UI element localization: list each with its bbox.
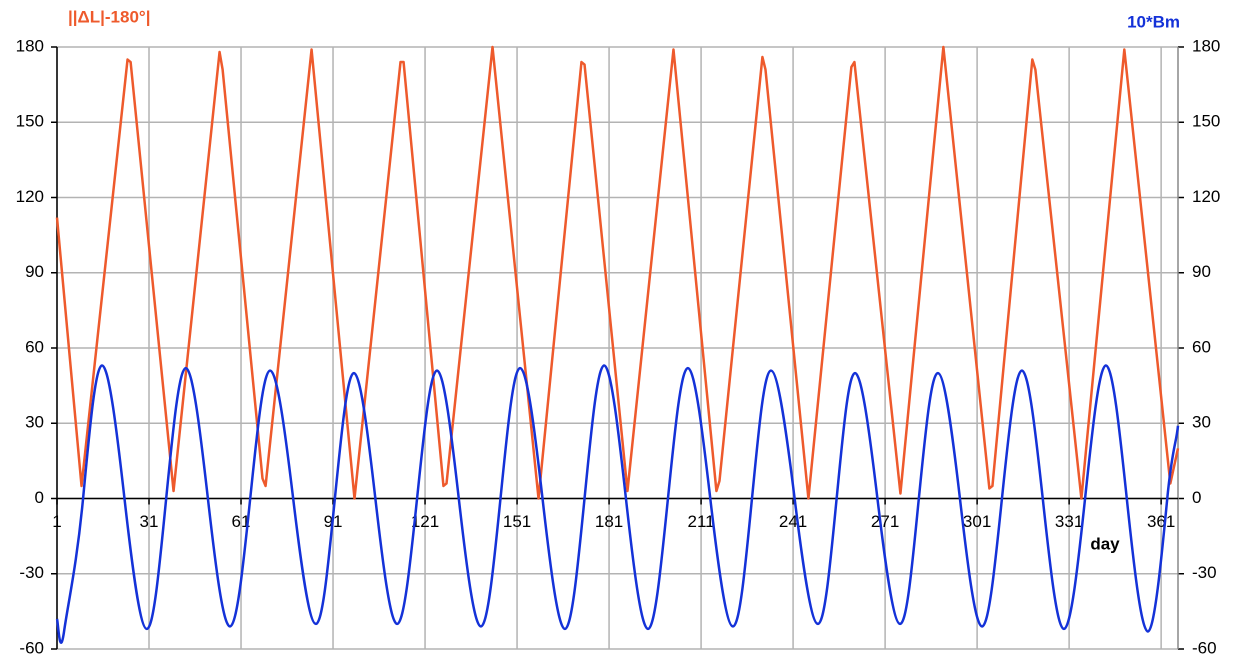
x-axis-title: day	[1090, 534, 1120, 553]
y-tick-label: 0	[35, 488, 44, 507]
y-tick-label: -60	[19, 638, 44, 657]
series-line	[55, 364, 1180, 644]
x-tick-label: 61	[232, 512, 251, 531]
x-tick-label: 211	[688, 512, 715, 531]
y-tick-label: 60	[25, 337, 44, 356]
y2-tick-label: 90	[1192, 262, 1211, 281]
x-tick-label: 361	[1147, 512, 1175, 531]
y2-tick-label: -60	[1192, 638, 1217, 657]
x-tick-label: 121	[411, 512, 439, 531]
y2-axis-title: 10*Bm	[1127, 12, 1180, 31]
y2-tick-label: 150	[1192, 112, 1220, 131]
y2-tick-label: 30	[1192, 413, 1211, 432]
x-tick-label: 241	[779, 512, 807, 531]
y2-tick-label: 180	[1192, 36, 1220, 55]
y-tick-label: 30	[25, 413, 44, 432]
y2-tick-label: 60	[1192, 337, 1211, 356]
y-tick-label: 180	[16, 36, 44, 55]
y-tick-label: 150	[16, 112, 44, 131]
y-tick-label: 90	[25, 262, 44, 281]
series-line	[55, 45, 1180, 500]
x-tick-label: 331	[1055, 512, 1083, 531]
x-tick-label: 271	[871, 512, 899, 531]
y2-tick-label: 0	[1192, 488, 1201, 507]
y2-tick-label: 120	[1192, 187, 1220, 206]
y-axis-title: ||ΔL|-180°|	[68, 7, 150, 26]
y2-tick-label: -30	[1192, 563, 1217, 582]
x-tick-label: 31	[140, 512, 159, 531]
y-tick-label: -30	[19, 563, 44, 582]
y-tick-label: 120	[16, 187, 44, 206]
x-tick-label: 151	[503, 512, 531, 531]
x-tick-label: 181	[595, 512, 623, 531]
x-tick-label: 301	[963, 512, 991, 531]
